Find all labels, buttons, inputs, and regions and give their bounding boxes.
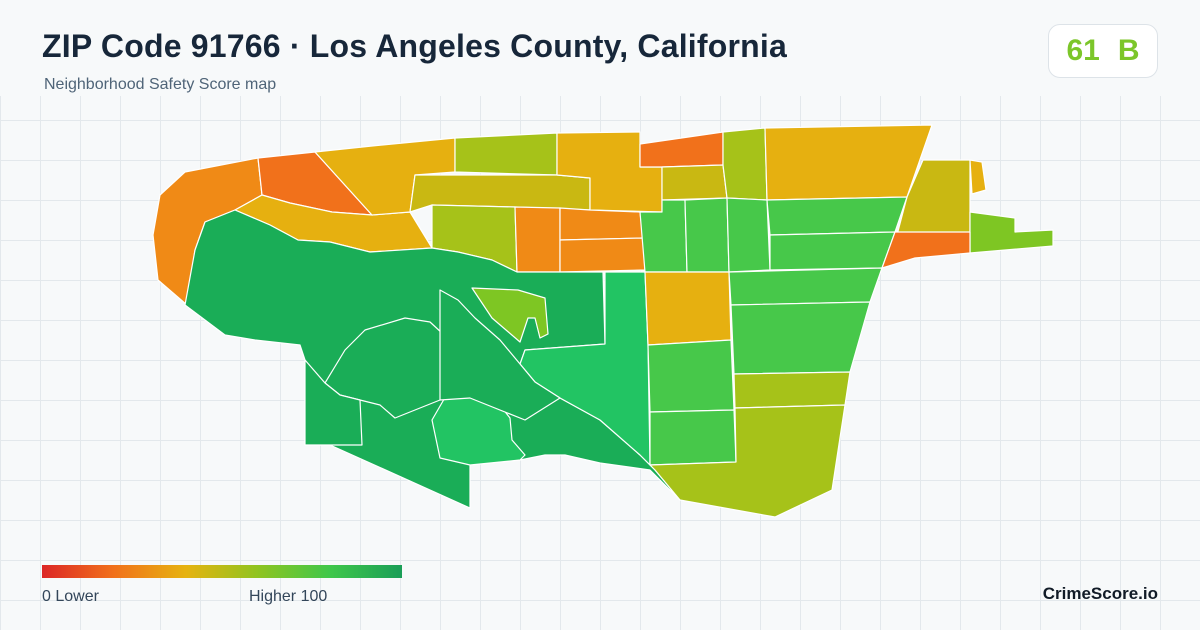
legend-high-label: Higher 100 bbox=[249, 588, 328, 605]
map-tract[interactable] bbox=[969, 211, 1054, 254]
map-tract[interactable] bbox=[639, 131, 724, 168]
brand-logo-text: CrimeScore.io bbox=[1042, 584, 1158, 603]
legend-color-scale bbox=[42, 565, 402, 578]
map-tract[interactable] bbox=[769, 231, 896, 271]
map-tract[interactable] bbox=[764, 124, 933, 201]
map-tract[interactable] bbox=[722, 127, 768, 201]
map-tract[interactable] bbox=[684, 197, 730, 273]
map-tract[interactable] bbox=[649, 404, 846, 518]
legend-low-label: 0 Lower bbox=[42, 588, 99, 605]
header-band bbox=[0, 0, 1200, 96]
map-tract[interactable] bbox=[896, 159, 971, 236]
map-tract[interactable] bbox=[514, 206, 561, 273]
map-tract[interactable] bbox=[439, 289, 561, 421]
safety-score-badge: 61 B bbox=[1048, 24, 1158, 78]
map-tract[interactable] bbox=[649, 409, 737, 466]
map-tract[interactable] bbox=[726, 197, 771, 273]
map-tract[interactable] bbox=[766, 196, 908, 236]
map-tract[interactable] bbox=[559, 237, 646, 273]
map-tract[interactable] bbox=[881, 231, 971, 269]
map-tract[interactable] bbox=[730, 301, 871, 375]
map-tract[interactable] bbox=[969, 159, 987, 195]
map-tract[interactable] bbox=[661, 164, 728, 201]
map-tract[interactable] bbox=[728, 267, 883, 306]
map-tract[interactable] bbox=[644, 271, 732, 346]
page-subtitle: Neighborhood Safety Score map bbox=[44, 76, 277, 93]
map-tract[interactable] bbox=[314, 137, 456, 216]
map-tract[interactable] bbox=[471, 287, 549, 343]
map-tract[interactable] bbox=[454, 132, 558, 176]
map-tract[interactable] bbox=[304, 359, 363, 446]
safety-score-value: 61 bbox=[1066, 34, 1100, 67]
page-title: ZIP Code 91766 · Los Angeles County, Cal… bbox=[42, 28, 787, 64]
map-tract[interactable] bbox=[559, 207, 644, 241]
map-tract[interactable] bbox=[647, 339, 735, 413]
safety-score-grade: B bbox=[1117, 34, 1140, 67]
map-tract[interactable] bbox=[733, 371, 851, 409]
